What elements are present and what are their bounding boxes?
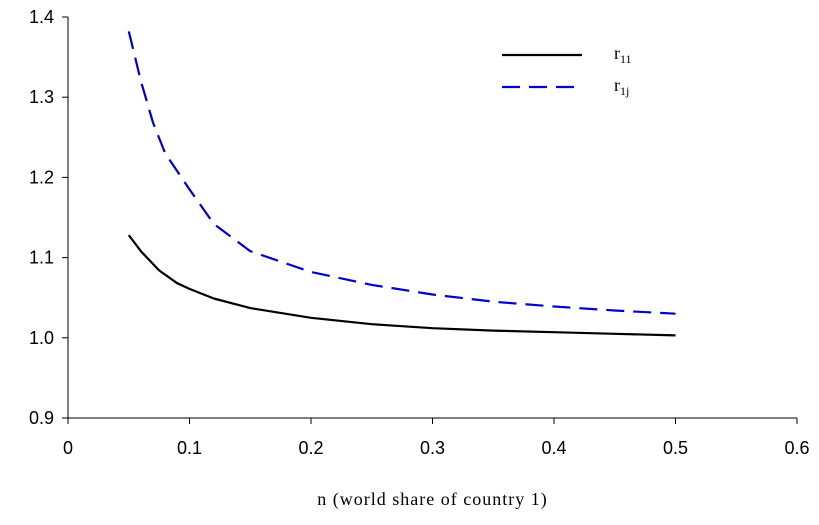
legend-label-main: r: [614, 75, 620, 95]
legend-label-r1j: r1j: [614, 75, 629, 98]
y-tick-label: 1.4: [29, 7, 54, 27]
y-tick-label: 1.1: [29, 248, 54, 268]
y-tick-label: 0.9: [29, 408, 54, 428]
legend-label-subscript: 11: [620, 52, 632, 66]
x-tick-label: 0.1: [177, 438, 202, 458]
legend-label-subscript: 1j: [620, 84, 629, 98]
x-tick-label: 0.6: [784, 438, 809, 458]
legend-label-r11: r11: [614, 43, 632, 66]
x-tick-label: 0: [63, 438, 73, 458]
x-tick-label: 0.3: [420, 438, 445, 458]
series-layer: [127, 31, 676, 337]
series-line-r1j: [127, 31, 676, 315]
series-line-r11: [127, 234, 676, 337]
x-tick-label: 0.4: [541, 438, 566, 458]
y-tick-label: 1.3: [29, 87, 54, 107]
y-tick-label: 1.0: [29, 328, 54, 348]
x-axis-ticks: 0 0.1 0.2 0.3 0.4 0.5 0.6: [63, 418, 810, 458]
x-tick-label: 0.5: [663, 438, 688, 458]
y-axis-ticks: 0.9 1.0 1.1 1.2 1.3 1.4: [29, 7, 68, 428]
x-axis-title: n (world share of country 1): [317, 489, 547, 510]
y-tick-label: 1.2: [29, 167, 54, 187]
axes: [67, 17, 797, 419]
legend-label-main: r: [614, 43, 620, 63]
x-tick-label: 0.2: [298, 438, 323, 458]
